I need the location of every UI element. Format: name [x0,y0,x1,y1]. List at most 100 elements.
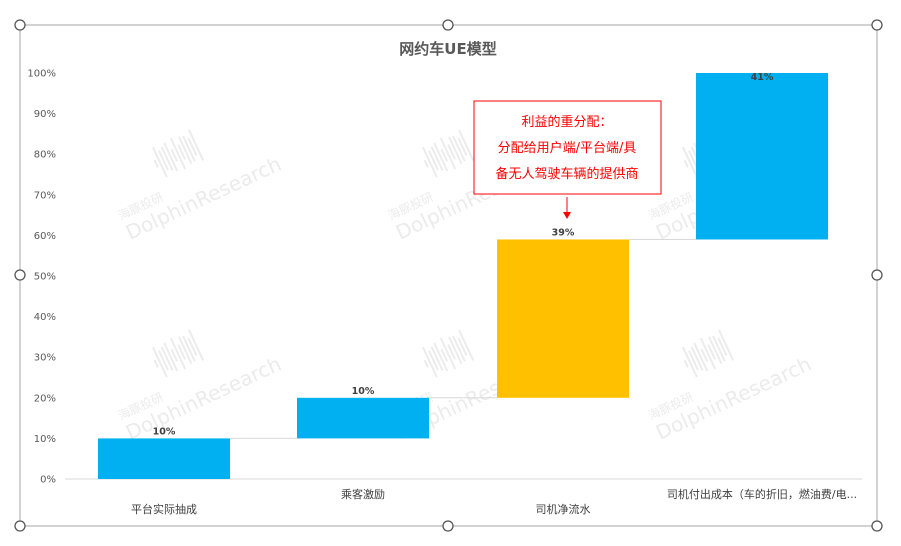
watermark-bar [178,336,193,365]
bars [98,73,828,479]
category-label-1: 平台实际抽成 [131,502,197,516]
handle-top-left[interactable] [14,19,26,31]
watermark-bar [160,146,174,171]
watermark-bar [457,337,468,356]
watermark-bar [423,359,429,368]
watermark-bar [688,350,699,371]
watermark-bar [182,135,196,162]
watermark-bar [717,337,728,356]
handle-top-right[interactable] [871,19,883,31]
handle-top-middle[interactable] [442,19,454,31]
annotation-box [473,100,662,195]
watermark-bar [457,137,468,156]
annotation-callout: 利益的重分配： 分配给用户端/平台端/具 备无人驾驶车辆的提供商 [473,100,662,219]
category-label-3: 司机净流水 [536,502,591,516]
annotation-arrow-head [563,212,571,219]
watermark-bar [421,146,438,178]
y-tick-label: 10% [34,434,56,445]
watermark-bar [452,135,466,162]
watermark-bar [428,150,439,171]
y-tick-label: 0% [40,475,56,486]
handle-bottom-left[interactable] [14,520,26,532]
watermark-bar [158,150,169,171]
watermark-bar [683,159,689,168]
watermark-bar [169,337,187,370]
watermark-bar [188,129,205,161]
data-labels: 10% 10% 39% 41% [153,72,774,437]
watermark-bar [433,142,449,172]
watermark-bar [158,350,169,371]
handle-bottom-middle[interactable] [442,520,454,532]
watermark-bar [430,346,444,371]
watermark-bar [421,346,438,378]
watermark-bar [690,346,704,371]
y-tick-label: 90% [34,109,56,120]
watermark-bar [177,144,186,160]
y-tick-label: 70% [34,190,56,201]
watermark-bar [187,337,198,356]
watermark-bar [170,148,179,162]
watermark-bar [693,342,709,372]
watermark-bar [169,137,187,170]
selection-handles[interactable] [14,19,883,532]
watermark-bar [187,137,198,156]
data-label-3: 39% [552,227,575,238]
y-tick-label: 60% [34,231,56,242]
annotation-line-1: 利益的重分配： [521,114,612,130]
watermark-bar [170,348,179,362]
data-label-4: 41% [751,72,774,83]
bar-2 [297,397,429,439]
watermark-bar [700,348,709,362]
watermark-bar [151,146,168,178]
watermark-bar [448,336,463,365]
watermark-bar [708,336,723,365]
handle-bottom-right[interactable] [871,520,883,532]
watermark-bar [151,346,168,378]
bar-1 [98,438,230,479]
watermark-bar [447,144,456,160]
watermark-bar [458,129,475,161]
watermark-bar [452,335,466,362]
watermark-bar [458,329,475,361]
watermark-bar [707,344,716,360]
watermark-bar [153,159,159,168]
chart-title: 网约车UE模型 [399,40,496,58]
watermark-bar [423,159,429,168]
connector-lines [230,238,696,439]
watermark-bar [177,344,186,360]
watermark-bar [683,359,689,368]
y-tick-label: 100% [27,69,56,80]
watermark-bar [430,146,444,171]
watermark-bar [439,137,457,170]
y-tick-label: 20% [34,393,56,404]
category-label-4: 司机付出成本（车的折旧，燃油费/电... [667,487,857,501]
watermark-bar [440,348,449,362]
watermark-bar [163,342,179,372]
annotation-line-2: 分配给用户端/平台端/具 [498,140,637,156]
watermark-bar [182,335,196,362]
watermark-bar [712,335,726,362]
watermark-bar [440,148,449,162]
watermark-bar [448,136,463,165]
data-label-2: 10% [352,386,375,397]
watermark-bar [718,329,735,361]
watermark-bar [447,344,456,360]
handle-middle-right[interactable] [871,269,883,281]
watermark-bar [153,359,159,368]
y-axis: 0% 10% 20% 30% 40% 50% 60% 70% 80% 90% 100% [27,69,56,486]
category-label-2: 乘客激励 [341,487,385,501]
y-tick-label: 50% [34,272,56,283]
watermark-bar [188,329,205,361]
watermark-bar [428,350,439,371]
watermark-bar [681,146,698,178]
watermark-bar [163,142,179,172]
handle-middle-left[interactable] [14,269,26,281]
watermark-bar [160,346,174,371]
annotation-line-3: 备无人驾驶车辆的提供商 [495,166,638,182]
y-tick-label: 40% [34,312,56,323]
watermark-bar [699,337,717,370]
